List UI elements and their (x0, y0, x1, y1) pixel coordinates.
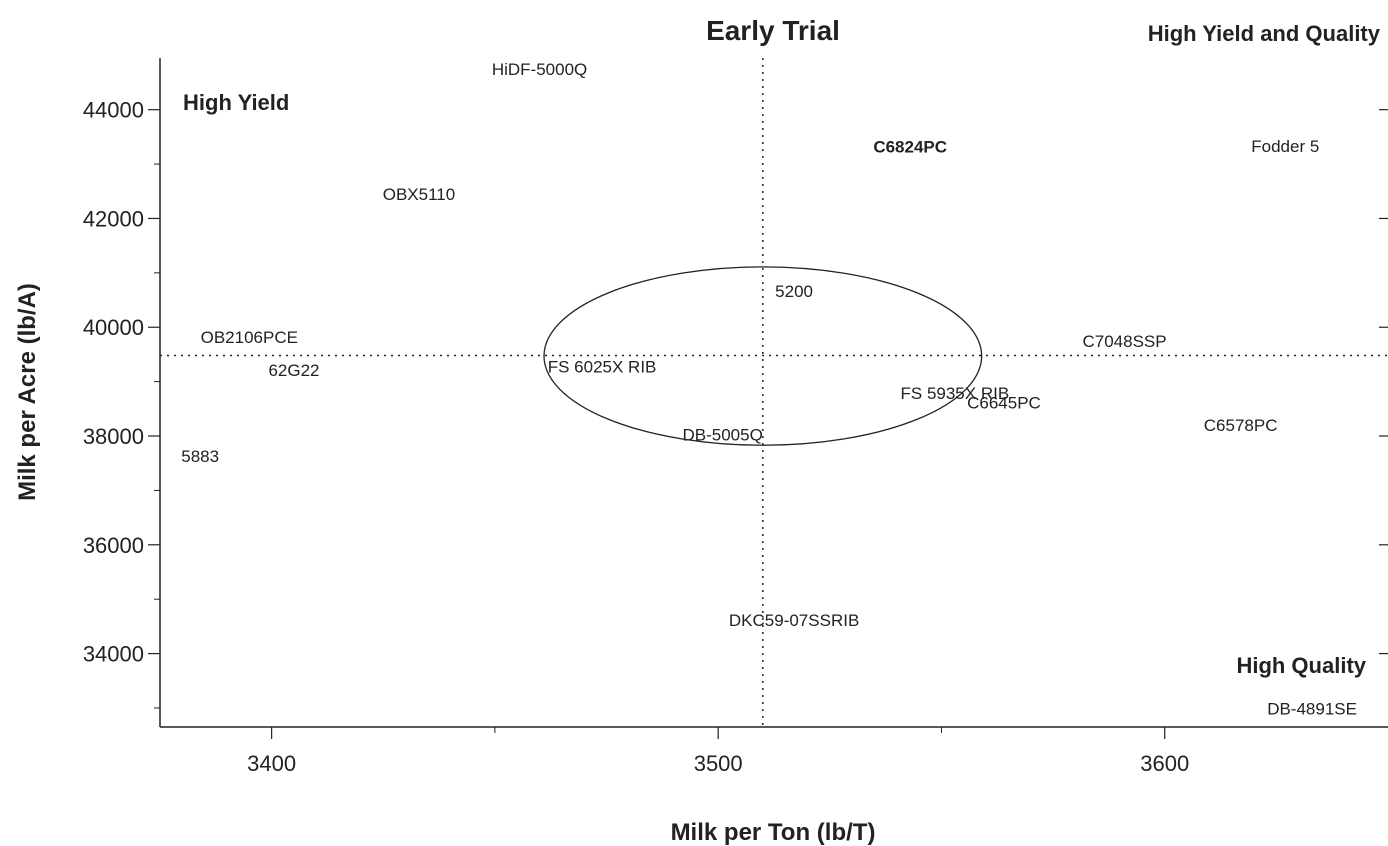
y-tick-label: 42000 (83, 206, 144, 231)
x-axis-label: Milk per Ton (lb/T) (671, 819, 876, 846)
point-label: OBX5110 (383, 185, 455, 204)
point-label: FS 6025X RIB (548, 357, 657, 376)
point-label: OB2106PCE (201, 328, 298, 347)
point-label: C7048SSP (1082, 332, 1166, 351)
quadrant-label-top-left: High Yield (183, 90, 289, 115)
point-label: HiDF-5000Q (492, 60, 587, 79)
y-tick-label: 38000 (83, 424, 144, 449)
quadrant-label-bottom-right: High Quality (1236, 653, 1366, 678)
quadrant-label-top-right: High Yield and Quality (1148, 21, 1381, 46)
point-label: DB-4891SE (1267, 700, 1357, 719)
point-label: Fodder 5 (1251, 137, 1319, 156)
y-axis-label: Milk per Acre (lb/A) (14, 283, 41, 501)
y-tick-label: 34000 (83, 642, 144, 667)
x-tick-label: 3400 (247, 751, 296, 776)
point-label: FS 5935X RIB (901, 384, 1010, 403)
point-label: C6645PC (967, 393, 1041, 412)
confidence-ellipse (543, 266, 983, 446)
chart-title: Early Trial (706, 15, 840, 46)
point-label: 62G22 (268, 361, 319, 380)
plot-area: 34000 36000 38000 40000 42000 44000 3400 3500 36… (83, 58, 1388, 776)
point-label: DKC59-07SSRIB (729, 611, 859, 630)
point-label: C6824PC (873, 138, 947, 157)
y-tick-label: 44000 (83, 98, 144, 123)
point-label: 5200 (775, 282, 813, 301)
y-tick-label: 40000 (83, 315, 144, 340)
point-label: 5883 (181, 447, 219, 466)
point-label: C6578PC (1204, 416, 1278, 435)
point-label: DB-5005Q (682, 425, 762, 444)
x-tick-label: 3500 (694, 751, 743, 776)
x-tick-label: 3600 (1140, 751, 1189, 776)
y-tick-label: 36000 (83, 533, 144, 558)
